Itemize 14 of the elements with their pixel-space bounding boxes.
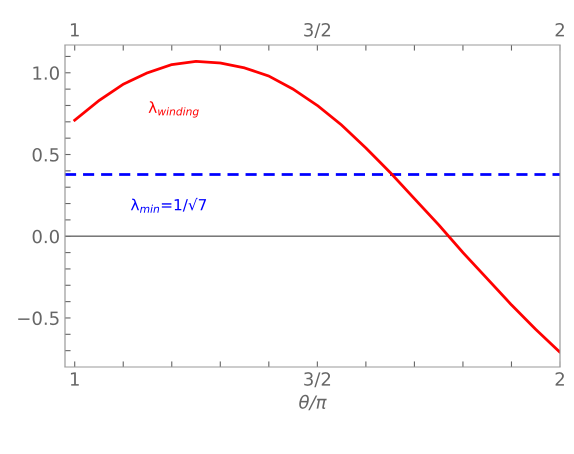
y-tick-label: 0.5: [32, 148, 59, 162]
x-tick-label: 2: [556, 372, 564, 386]
series-label: λ$_{winding}$: [148, 101, 199, 118]
x-tick-label: 1: [70, 372, 79, 386]
x2-tick-label: 1: [70, 23, 79, 36]
y-tick-label: −0.5: [18, 311, 59, 326]
y-tick-label: 0.0: [32, 230, 59, 244]
x-tick-label: 3/2: [304, 372, 330, 388]
x2-tick-label: 2: [556, 22, 564, 36]
x2-tick-label: 3/2: [304, 22, 330, 38]
x-axis-title: θ/π: [299, 394, 327, 410]
annotation: λ$_{min}$=1/√7: [130, 198, 206, 213]
line-series: [73, 60, 560, 354]
y-tick-label: 1.0: [33, 66, 59, 80]
